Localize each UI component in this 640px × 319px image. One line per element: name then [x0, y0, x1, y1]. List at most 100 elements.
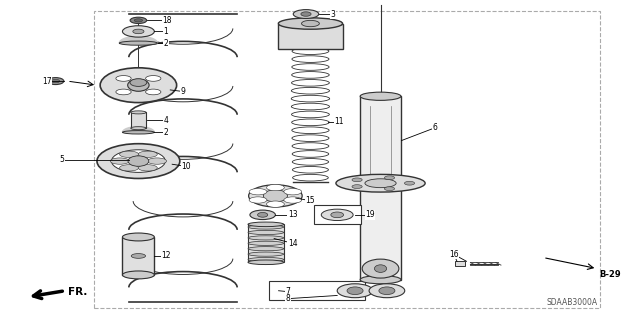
Bar — [360, 96, 401, 280]
Ellipse shape — [128, 156, 148, 166]
Ellipse shape — [131, 254, 145, 258]
Ellipse shape — [111, 150, 165, 172]
Ellipse shape — [146, 89, 161, 95]
Ellipse shape — [120, 165, 139, 171]
Ellipse shape — [385, 176, 395, 180]
Ellipse shape — [291, 87, 330, 94]
Ellipse shape — [352, 185, 362, 189]
Bar — [122, 237, 154, 275]
Polygon shape — [119, 36, 157, 43]
Ellipse shape — [138, 151, 157, 158]
Ellipse shape — [122, 26, 154, 37]
Bar — [269, 281, 365, 300]
Ellipse shape — [352, 178, 362, 182]
Text: 12: 12 — [161, 251, 170, 260]
Ellipse shape — [119, 41, 157, 45]
Ellipse shape — [360, 276, 401, 284]
Text: 18: 18 — [163, 16, 172, 25]
Ellipse shape — [362, 259, 399, 278]
Ellipse shape — [331, 212, 344, 218]
Ellipse shape — [147, 158, 166, 164]
Text: 17: 17 — [42, 77, 52, 85]
Text: 10: 10 — [181, 162, 191, 171]
Ellipse shape — [284, 197, 301, 203]
Ellipse shape — [249, 189, 267, 195]
Ellipse shape — [266, 201, 284, 207]
Ellipse shape — [347, 287, 363, 294]
Text: 9: 9 — [180, 87, 186, 96]
Ellipse shape — [278, 18, 342, 29]
Text: 3: 3 — [330, 10, 335, 19]
Text: 16: 16 — [449, 250, 459, 259]
Text: SDAAB3000A: SDAAB3000A — [546, 298, 597, 307]
Ellipse shape — [292, 56, 329, 63]
Ellipse shape — [248, 247, 284, 251]
Text: 2: 2 — [163, 39, 168, 48]
Ellipse shape — [130, 79, 147, 86]
Ellipse shape — [248, 241, 284, 245]
Ellipse shape — [122, 130, 154, 134]
Ellipse shape — [248, 252, 284, 256]
Bar — [314, 205, 362, 224]
Polygon shape — [122, 127, 154, 132]
Ellipse shape — [248, 257, 284, 262]
Ellipse shape — [301, 20, 319, 27]
Ellipse shape — [138, 165, 157, 171]
Ellipse shape — [292, 71, 329, 78]
Ellipse shape — [248, 260, 284, 264]
Ellipse shape — [248, 230, 284, 234]
Ellipse shape — [263, 190, 287, 202]
Text: 19: 19 — [365, 210, 374, 219]
Ellipse shape — [266, 184, 284, 191]
Ellipse shape — [51, 79, 60, 83]
Ellipse shape — [369, 284, 404, 298]
Bar — [131, 112, 146, 128]
Ellipse shape — [249, 197, 267, 203]
Ellipse shape — [404, 181, 415, 185]
Text: 15: 15 — [305, 196, 315, 205]
Ellipse shape — [131, 111, 146, 114]
Text: 4: 4 — [163, 116, 168, 125]
Ellipse shape — [292, 127, 329, 134]
Ellipse shape — [248, 185, 302, 207]
Ellipse shape — [321, 209, 353, 220]
Ellipse shape — [292, 32, 328, 39]
Ellipse shape — [374, 265, 387, 272]
Text: 14: 14 — [288, 239, 298, 248]
Ellipse shape — [292, 40, 329, 47]
Ellipse shape — [248, 225, 284, 229]
Text: 11: 11 — [334, 117, 344, 126]
Text: 2: 2 — [163, 128, 168, 137]
Ellipse shape — [97, 144, 180, 178]
Bar — [248, 224, 284, 262]
Ellipse shape — [120, 151, 139, 158]
Ellipse shape — [250, 210, 275, 219]
Ellipse shape — [360, 92, 401, 100]
Ellipse shape — [284, 189, 301, 195]
Text: 6: 6 — [432, 123, 437, 132]
Ellipse shape — [301, 12, 311, 16]
Ellipse shape — [133, 29, 144, 34]
Ellipse shape — [365, 179, 396, 188]
Text: 7: 7 — [285, 287, 291, 296]
Ellipse shape — [257, 212, 268, 217]
Ellipse shape — [292, 119, 329, 126]
Ellipse shape — [292, 135, 329, 141]
Ellipse shape — [385, 187, 395, 190]
Ellipse shape — [47, 78, 64, 85]
Ellipse shape — [292, 24, 328, 31]
Ellipse shape — [337, 284, 373, 298]
Text: 5: 5 — [60, 155, 65, 164]
Ellipse shape — [110, 158, 129, 164]
Ellipse shape — [116, 89, 131, 95]
Ellipse shape — [292, 151, 329, 157]
Bar — [278, 24, 342, 49]
Ellipse shape — [122, 271, 154, 279]
Text: FR.: FR. — [68, 287, 88, 297]
Ellipse shape — [146, 76, 161, 81]
Ellipse shape — [336, 174, 425, 192]
Ellipse shape — [122, 233, 154, 241]
Ellipse shape — [292, 64, 329, 70]
Ellipse shape — [248, 222, 284, 226]
Text: 8: 8 — [286, 294, 291, 303]
